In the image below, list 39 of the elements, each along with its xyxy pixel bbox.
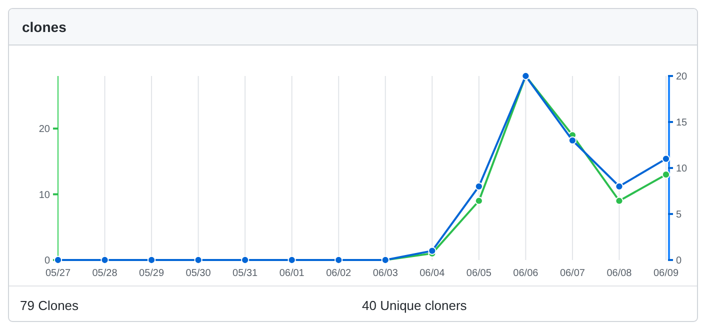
point [288,256,296,264]
x-tick-label: 06/07 [560,268,586,279]
point [662,170,670,179]
x-tick-label: 06/02 [326,268,352,279]
text: 79 Clones [20,298,80,313]
y2-tick-label: 10 [676,164,688,174]
x-tick-label: 06/01 [279,268,305,279]
point [615,182,624,190]
point [100,256,109,264]
x-tick-label: 06/05 [466,268,492,279]
point [568,136,577,144]
y2-tick-label: 0 [676,256,682,266]
y2-tick-label: 5 [676,210,682,220]
point [428,246,436,255]
text: 40 Unique cloners [362,298,468,313]
y-tick-label: 10 [38,190,50,201]
x-tick-label: 05/30 [186,268,212,279]
point [615,196,624,205]
x-tick-label: 06/06 [513,268,539,279]
x-tick-label: 05/28 [92,268,118,279]
point [474,196,483,205]
y-tick-label: 0 [44,256,50,266]
x-tick-label: 06/08 [606,268,632,279]
point [194,256,202,264]
point [474,182,483,190]
x-tick-label: 06/09 [653,268,679,279]
chart-title: clones [22,19,67,35]
y-tick-label: 20 [38,124,50,136]
x-tick-label: 05/29 [139,268,164,279]
x-tick-label: 05/27 [45,268,71,279]
point [54,256,62,264]
point [241,256,250,264]
x-tick-label: 05/31 [232,268,258,279]
y2-tick-label: 15 [676,118,688,128]
y2-tick-label: 20 [676,72,688,82]
x-tick-label: 06/03 [372,268,398,279]
x-tick-label: 06/04 [420,268,446,279]
point [662,154,670,163]
point [147,256,156,264]
